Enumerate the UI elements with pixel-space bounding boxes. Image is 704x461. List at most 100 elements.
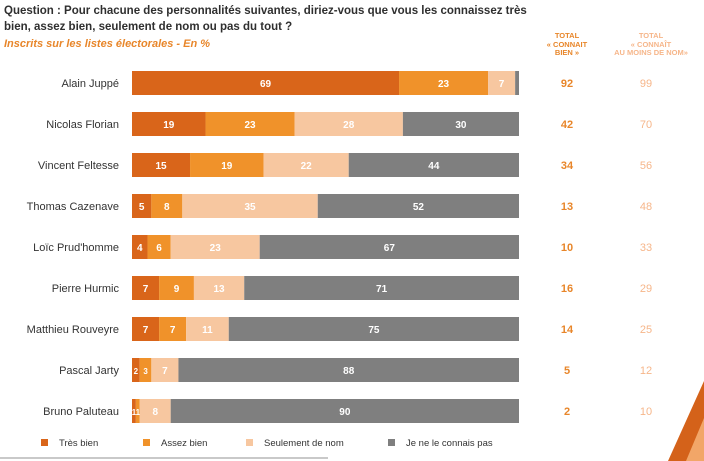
bar-segment: [132, 235, 148, 259]
data-label: 71: [376, 284, 388, 295]
legend-label: Assez bien: [161, 438, 207, 449]
data-label: 19: [163, 120, 175, 131]
question-text: Question : Pour chacune des personnalité…: [4, 5, 527, 33]
data-label: 69: [260, 79, 272, 90]
bar-segment: [151, 358, 179, 382]
bar-segment: [294, 112, 403, 136]
category-label: Nicolas Florian: [46, 119, 119, 131]
data-label: 23: [210, 243, 222, 254]
legend-label: Très bien: [59, 438, 98, 449]
data-label: 15: [155, 161, 167, 172]
data-label: 8: [164, 202, 170, 213]
total-connait-au-moins-de-nom-value: 33: [640, 242, 652, 254]
total-connait-bien-value: 10: [561, 242, 573, 254]
legend-label: Seulement de nom: [264, 438, 344, 449]
category-label: Bruno Paluteau: [43, 406, 119, 418]
category-label: Matthieu Rouveyre: [27, 324, 119, 336]
data-label: 19: [221, 161, 233, 172]
total-connait-bien-value: 14: [561, 324, 574, 336]
bar-segment: [132, 194, 152, 218]
data-label: 11: [202, 325, 213, 336]
bar-segment: [132, 71, 400, 95]
total-connait-au-moins-de-nom-value: 48: [640, 201, 652, 213]
data-label: 7: [499, 79, 505, 90]
legend-swatch: [246, 439, 253, 446]
column-header-total-connait-bien: TOTAL « CONNAIT BIEN »: [546, 31, 588, 57]
data-label: 28: [343, 120, 355, 131]
bar-segment: [135, 399, 140, 423]
bar-segment: [244, 276, 520, 300]
data-label: 1: [136, 408, 141, 417]
bar-segment: [263, 153, 349, 177]
total-connait-bien-value: 42: [561, 119, 573, 131]
bar-segment: [132, 399, 136, 423]
category-label: Thomas Cazenave: [27, 201, 119, 213]
bar-segment: [399, 71, 489, 95]
bar-segment: [205, 112, 295, 136]
bar-segment: [139, 399, 171, 423]
bar-segment: [147, 235, 171, 259]
bar-segment: [132, 317, 160, 341]
bar-segment: [317, 194, 519, 218]
total-connait-au-moins-de-nom-value: 25: [640, 324, 652, 336]
total-connait-bien-value: 16: [561, 283, 573, 295]
bar-segment: [132, 358, 140, 382]
data-label: 7: [143, 325, 149, 336]
data-label: 13: [214, 284, 226, 295]
bar-segment: [182, 194, 318, 218]
data-label: 35: [244, 202, 256, 213]
bottom-divider: [0, 457, 328, 459]
bar-segment: [159, 317, 187, 341]
legend-swatch: [143, 439, 150, 446]
category-label: Loïc Prud'homme: [33, 242, 119, 254]
data-label: 8: [152, 407, 158, 418]
data-label: 7: [162, 366, 168, 377]
data-label: 9: [174, 284, 180, 295]
total-connait-au-moins-de-nom-value: 29: [640, 283, 652, 295]
bar-segment: [132, 153, 191, 177]
total-connait-au-moins-de-nom-value: 99: [640, 78, 652, 90]
total-connait-au-moins-de-nom-value: 10: [640, 406, 652, 418]
bar-segment: [139, 358, 152, 382]
total-connait-bien-value: 5: [564, 365, 570, 377]
data-label: 52: [413, 202, 425, 213]
bar-segment: [515, 71, 519, 95]
category-label: Pascal Jarty: [59, 365, 119, 377]
bar-segment: [402, 112, 519, 136]
data-label: 23: [438, 79, 450, 90]
data-label: 7: [143, 284, 149, 295]
total-connait-bien-value: 92: [561, 78, 573, 90]
data-label: 75: [368, 325, 380, 336]
bar-segment: [348, 153, 519, 177]
category-label: Pierre Hurmic: [52, 283, 120, 295]
data-label: 23: [244, 120, 256, 131]
data-label: 67: [384, 243, 396, 254]
category-label: Alain Juppé: [62, 78, 120, 90]
bar-segment: [190, 153, 264, 177]
total-connait-bien-value: 34: [561, 160, 574, 172]
bar-segment: [178, 358, 519, 382]
bar-segment: [259, 235, 519, 259]
chart-subtitle: Inscrits sur les listes électorales - En…: [4, 38, 211, 50]
bar-segment: [132, 112, 206, 136]
legend-label: Je ne le connais pas: [406, 438, 493, 449]
bar-segment: [186, 317, 229, 341]
category-label: Vincent Feltesse: [38, 160, 119, 172]
total-connait-bien-value: 2: [564, 406, 570, 418]
total-connait-au-moins-de-nom-value: 12: [640, 365, 652, 377]
total-connait-au-moins-de-nom-value: 56: [640, 160, 652, 172]
bar-segment: [228, 317, 519, 341]
bar-segment: [193, 276, 245, 300]
bar-segment: [170, 399, 519, 423]
total-connait-bien-value: 13: [561, 201, 573, 213]
data-label: 3: [143, 367, 148, 376]
data-label: 6: [156, 243, 162, 254]
column-header-total-connait-au-moins-de-nom: TOTAL « CONNAÎT AU MOINS DE NOM»: [614, 31, 688, 57]
legend-swatch: [41, 439, 48, 446]
data-label: 90: [339, 407, 351, 418]
bar-segment: [151, 194, 183, 218]
bar-segment: [170, 235, 260, 259]
data-label: 2: [134, 367, 139, 376]
data-label: 5: [139, 202, 145, 213]
